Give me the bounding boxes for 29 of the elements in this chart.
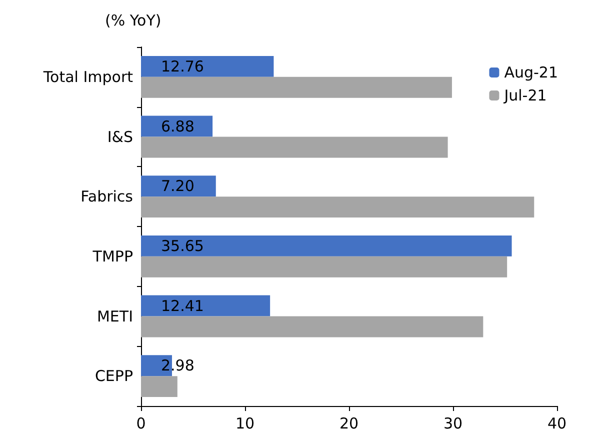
y-tick-label: CEPP	[94, 367, 133, 386]
y-tick-label: METI	[96, 307, 133, 326]
data-label: 6.88	[161, 117, 194, 136]
legend-label: Aug-21	[504, 64, 558, 82]
x-tick-label: 30	[443, 414, 463, 432]
y-tick-label: Total Import	[42, 68, 134, 86]
bar	[141, 196, 534, 218]
legend-label: Jul-21	[503, 86, 547, 104]
x-tick-label: 10	[235, 414, 255, 432]
bar	[141, 76, 452, 98]
x-tick-label: 40	[547, 414, 567, 432]
bar	[141, 376, 178, 398]
bar	[141, 56, 274, 77]
x-tick-label: 0	[136, 414, 146, 432]
data-label: 7.20	[161, 177, 194, 196]
data-label: 12.41	[161, 296, 204, 315]
bar	[141, 295, 270, 316]
bar	[141, 235, 512, 256]
bar	[141, 256, 508, 278]
data-label: 12.76	[161, 57, 204, 76]
bar	[141, 176, 216, 197]
y-tick-label: TMPP	[92, 247, 133, 266]
y-tick-label: I&S	[107, 128, 133, 146]
x-tick-label: 20	[339, 414, 359, 432]
bar	[141, 136, 448, 158]
y-axis-title: (% YoY)	[105, 12, 162, 30]
y-tick-label: Fabrics	[80, 188, 134, 206]
data-label: 35.65	[161, 236, 204, 255]
bar	[141, 316, 484, 338]
